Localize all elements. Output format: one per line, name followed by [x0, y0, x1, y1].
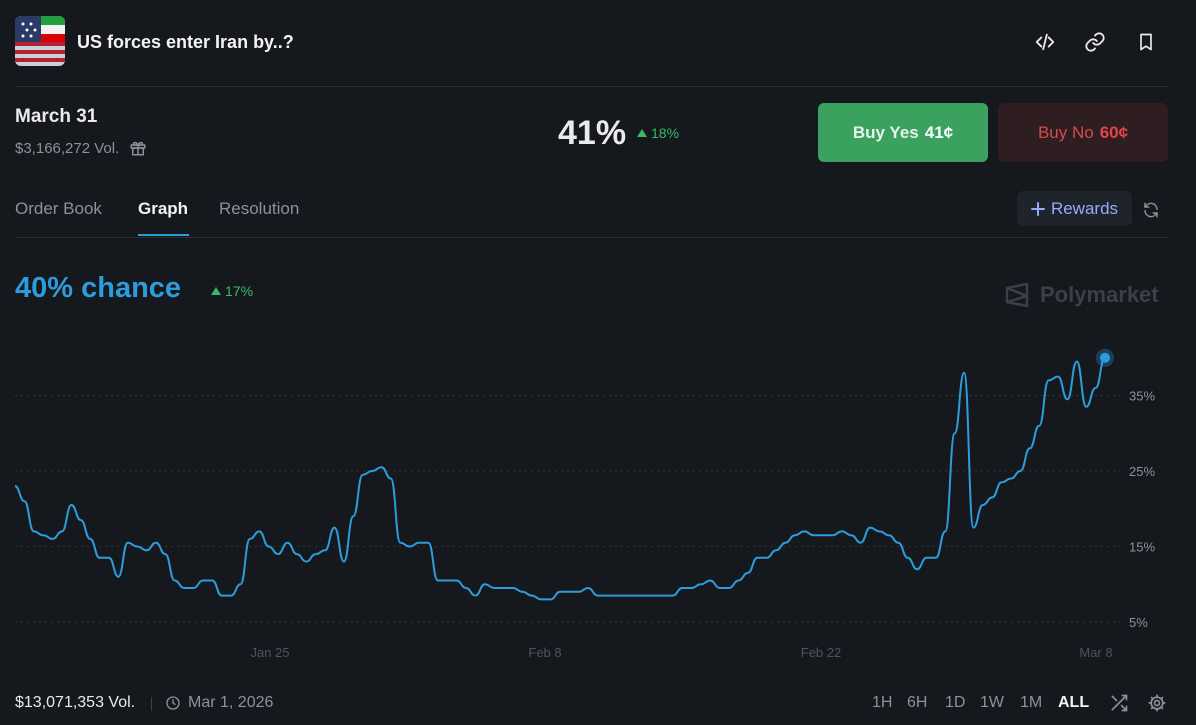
outcome-volume-text: $3,166,272 Vol. [15, 139, 120, 157]
outcome-delta: 18% [637, 125, 679, 141]
buy-yes-price: 41¢ [924, 122, 954, 142]
gift-icon[interactable] [129, 139, 147, 157]
outcome-percent: 41% [558, 114, 627, 152]
x-tick-label: Feb 22 [801, 645, 841, 660]
rewards-label: Rewards [1050, 198, 1119, 218]
end-date-text: Mar 1, 2026 [188, 694, 274, 711]
total-volume: $13,071,353 Vol. [15, 694, 136, 711]
series-line [14, 356, 1106, 601]
tabs-divider [15, 237, 1168, 238]
chance-delta-text: 17% [225, 283, 254, 299]
latest-point [1100, 352, 1110, 363]
plus-icon [1030, 201, 1045, 216]
market-title: US forces enter Iran by..? [77, 32, 294, 52]
range-1d[interactable]: 1D [945, 694, 966, 711]
y-tick-label: 15% [1129, 540, 1155, 555]
price-chart[interactable]: 35% 25% 15% 5% Jan 25 Feb 8 Feb 22 Mar 8 [0, 330, 1196, 665]
x-tick-label: Feb 8 [528, 645, 561, 660]
range-1h[interactable]: 1H [872, 694, 893, 711]
market-header: US forces enter Iran by..? [15, 14, 1168, 68]
clock-icon [166, 696, 180, 710]
outcome-date: March 31 [15, 106, 98, 127]
active-tab-indicator [138, 234, 189, 236]
copy-link-button[interactable] [1081, 28, 1109, 56]
x-tick-label: Jan 25 [250, 645, 289, 660]
tab-graph[interactable]: Graph [138, 199, 189, 218]
watermark-text: Polymarket [1040, 282, 1159, 307]
y-tick-label: 5% [1129, 615, 1148, 630]
embed-code-button[interactable] [1031, 28, 1059, 56]
y-tick-label: 25% [1129, 464, 1155, 479]
header-divider [15, 86, 1168, 87]
footer-separator [151, 697, 152, 711]
x-tick-label: Mar 8 [1079, 645, 1112, 660]
polymarket-watermark: Polymarket [1004, 282, 1159, 308]
range-1w[interactable]: 1W [980, 694, 1004, 711]
bookmark-icon [1140, 33, 1152, 51]
polymarket-logo-icon [1005, 282, 1029, 308]
buy-yes-label: Buy Yes [852, 122, 919, 142]
settings-button[interactable] [1145, 691, 1169, 715]
buy-no-label: Buy No [1037, 122, 1094, 142]
buy-no-button[interactable]: Buy No 60¢ [998, 103, 1168, 162]
range-all[interactable]: ALL [1058, 694, 1090, 711]
chart-footer: $13,071,353 Vol. Mar 1, 2026 1H 6H 1D 1W… [15, 691, 1178, 715]
shuffle-button[interactable] [1107, 691, 1131, 715]
bookmark-button[interactable] [1132, 28, 1160, 56]
refresh-icon [1144, 202, 1158, 218]
buy-no-price: 60¢ [1099, 122, 1129, 142]
link-icon [1085, 32, 1105, 52]
triangle-up-icon [211, 287, 221, 295]
range-6h[interactable]: 6H [907, 694, 928, 711]
refresh-button[interactable] [1139, 198, 1163, 222]
rewards-button[interactable]: Rewards [1017, 191, 1132, 226]
y-tick-label: 35% [1129, 389, 1155, 404]
triangle-up-icon [637, 129, 647, 137]
chance-delta: 17% [211, 283, 253, 299]
end-date: Mar 1, 2026 [165, 694, 273, 712]
outcome-volume: $3,166,272 Vol. [15, 139, 147, 157]
shuffle-icon [1111, 694, 1128, 712]
tab-resolution[interactable]: Resolution [219, 199, 300, 218]
buy-yes-button[interactable]: Buy Yes 41¢ [818, 103, 988, 162]
gear-icon [1148, 694, 1166, 712]
outcome-delta-text: 18% [651, 125, 680, 141]
code-icon [1035, 33, 1055, 51]
tab-order-book[interactable]: Order Book [15, 199, 102, 218]
current-chance: 40% chance [15, 272, 182, 304]
market-flag-image [15, 16, 65, 66]
range-1m[interactable]: 1M [1020, 694, 1043, 711]
